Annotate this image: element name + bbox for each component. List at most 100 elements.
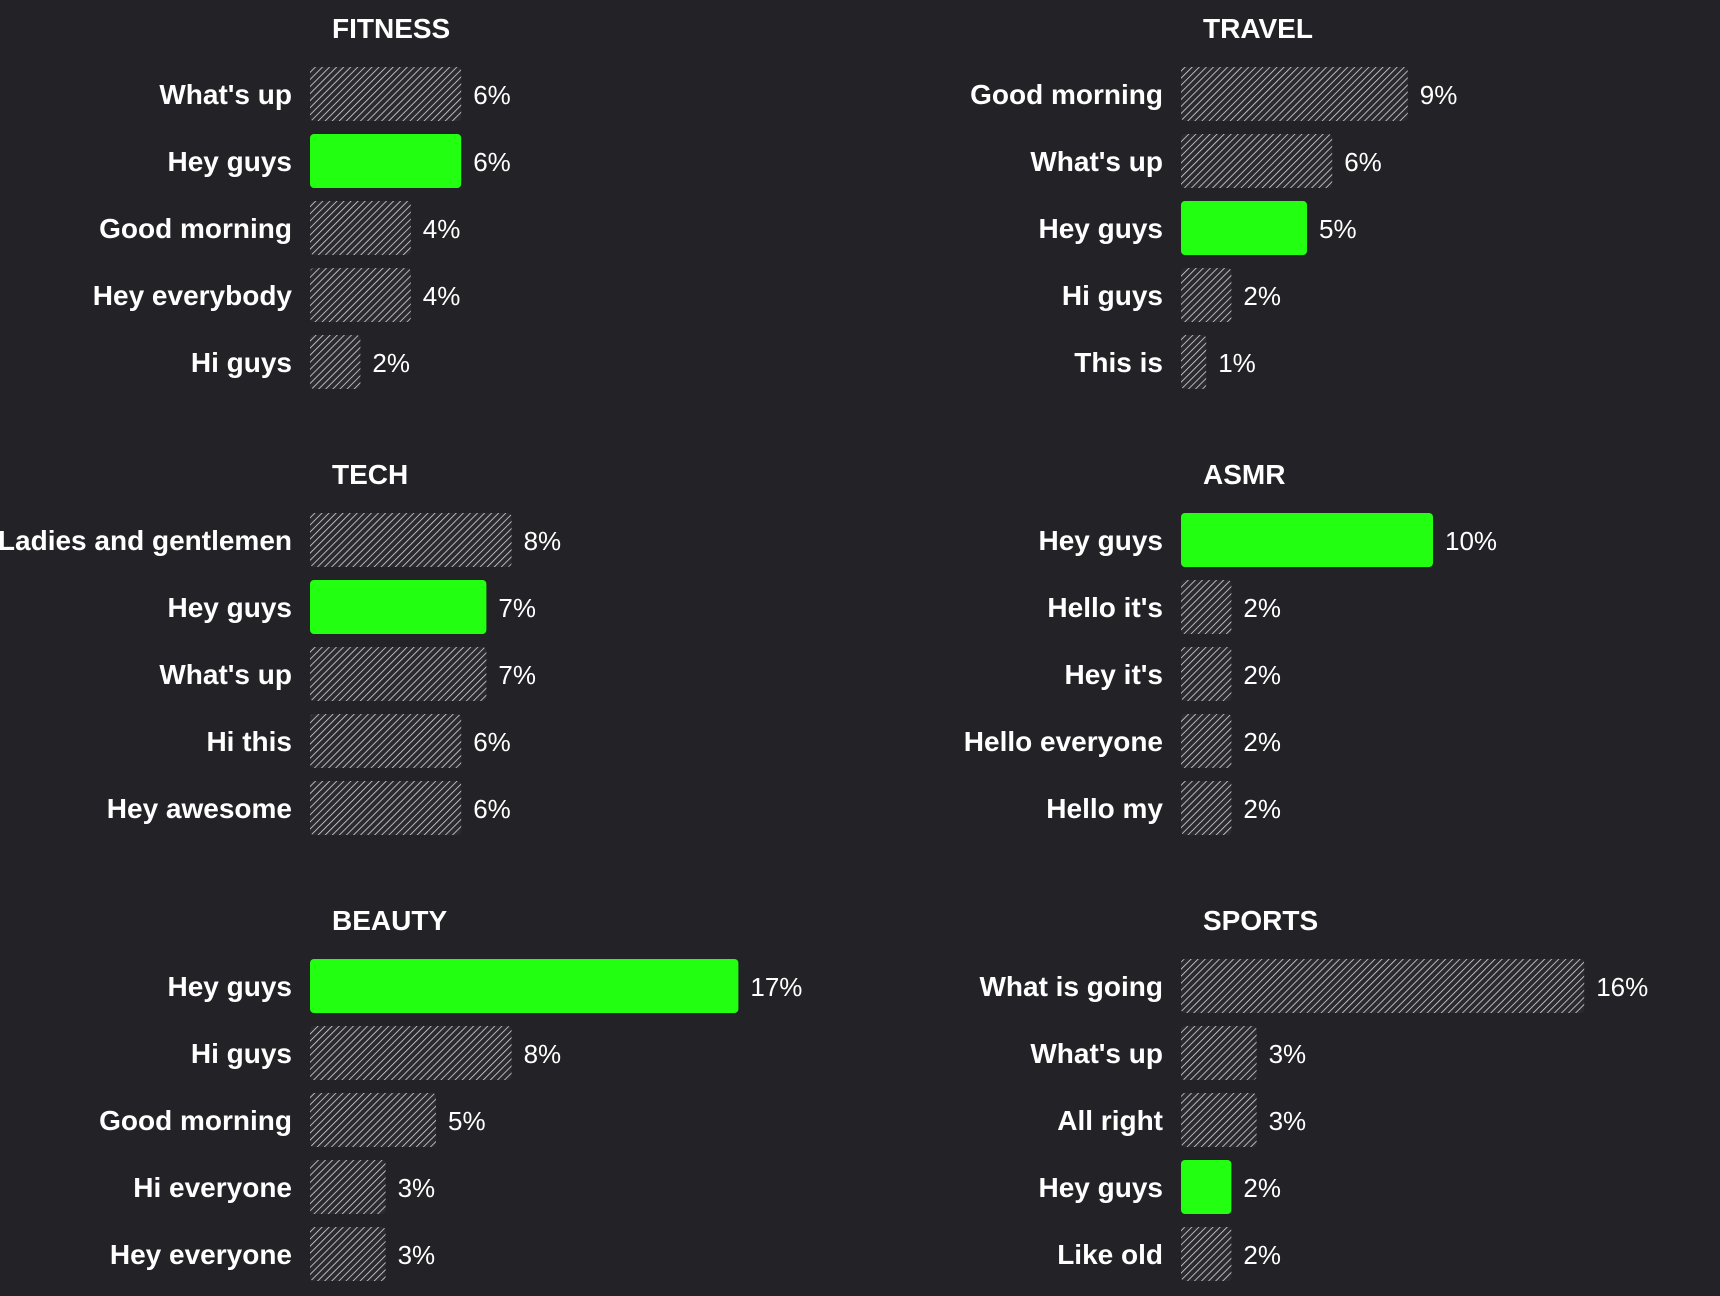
bar-highlight [1181,201,1307,255]
bar-highlight [1181,1160,1232,1214]
value-label: 6% [473,794,511,824]
bar-highlight [1181,513,1433,567]
bar [1181,647,1232,701]
category-label: Hey awesome [107,793,292,824]
category-label: Good morning [99,1105,292,1136]
category-label: Hey it's [1065,659,1163,690]
bar [310,201,411,255]
category-label: Hey guys [168,592,293,623]
category-label: Hi everyone [133,1172,292,1203]
panel-asmr: ASMR Hey guys 10% Hello it's 2% Hey it's 2% Hel… [964,459,1497,835]
value-label: 7% [498,593,536,623]
value-label: 3% [1269,1106,1307,1136]
bar [1181,1227,1232,1281]
value-label: 6% [473,727,511,757]
panel-title-sports: SPORTS [1203,905,1318,936]
bar [1181,134,1333,188]
value-label: 16% [1596,972,1648,1002]
category-label: What is going [979,971,1163,1002]
value-label: 3% [398,1240,436,1270]
value-label: 2% [1243,281,1281,311]
bar [1181,959,1585,1013]
value-label: 9% [1420,80,1458,110]
value-label: 17% [750,972,802,1002]
value-label: 2% [1243,660,1281,690]
bar [310,268,411,322]
category-label: Hey guys [168,146,293,177]
panel-title-tech: TECH [332,459,408,490]
category-label: Hi guys [1062,280,1163,311]
value-label: 4% [423,214,461,244]
bar-highlight [310,134,462,188]
category-label: What's up [159,659,292,690]
value-label: 8% [524,1039,562,1069]
panel-title-asmr: ASMR [1203,459,1285,490]
bar [310,1227,386,1281]
bar [310,781,462,835]
bar [1181,1093,1257,1147]
panel-beauty: BEAUTY Hey guys 17% Hi guys 8% Good morning 5%… [99,905,802,1281]
category-label: Hey guys [1039,525,1164,556]
bar [310,1160,386,1214]
category-label: This is [1074,347,1163,378]
value-label: 2% [372,348,410,378]
value-label: 3% [398,1173,436,1203]
category-label: Hi this [206,726,292,757]
panel-travel: TRAVEL Good morning 9% What's up 6% Hey guys 5… [970,13,1457,389]
bar [1181,268,1232,322]
panel-title-fitness: FITNESS [332,13,450,44]
bar [1181,580,1232,634]
category-label: Like old [1057,1239,1163,1270]
category-label: Hello everyone [964,726,1163,757]
panel-title-travel: TRAVEL [1203,13,1313,44]
category-label: Hello my [1046,793,1163,824]
value-label: 6% [473,147,511,177]
bar [310,513,512,567]
panel-tech: TECH Ladies and gentlemen 8% Hey guys 7% What… [0,459,561,835]
value-label: 2% [1243,727,1281,757]
category-label: Ladies and gentlemen [0,525,292,556]
value-label: 2% [1243,1240,1281,1270]
category-label: Good morning [99,213,292,244]
value-label: 2% [1243,1173,1281,1203]
value-label: 7% [498,660,536,690]
bar [310,647,487,701]
category-label: Hey everyone [110,1239,292,1270]
panel-sports: SPORTS What is going 16% What's up 3% All rig… [979,905,1648,1281]
bar [310,335,361,389]
category-label: Hey guys [1039,213,1164,244]
category-label: Hi guys [191,1038,292,1069]
category-label: What's up [1030,1038,1163,1069]
bar [310,67,462,121]
value-label: 6% [473,80,511,110]
value-label: 5% [1319,214,1357,244]
value-label: 2% [1243,593,1281,623]
value-label: 2% [1243,794,1281,824]
category-label: Good morning [970,79,1163,110]
value-label: 6% [1344,147,1382,177]
value-label: 10% [1445,526,1497,556]
bar-highlight [310,959,739,1013]
category-label: Hey guys [1039,1172,1164,1203]
category-label: What's up [159,79,292,110]
category-label: Hey guys [168,971,293,1002]
category-label: Hello it's [1047,592,1163,623]
bar [1181,1026,1257,1080]
bar [1181,781,1232,835]
category-label: All right [1057,1105,1163,1136]
bar [310,1026,512,1080]
value-label: 8% [524,526,562,556]
bar [310,1093,436,1147]
value-label: 1% [1218,348,1256,378]
bar [1181,714,1232,768]
category-label: What's up [1030,146,1163,177]
category-label: Hi guys [191,347,292,378]
value-label: 3% [1269,1039,1307,1069]
bar-highlight [310,580,487,634]
bar [1181,67,1408,121]
bar [1181,335,1207,389]
value-label: 5% [448,1106,486,1136]
panel-title-beauty: BEAUTY [332,905,447,936]
